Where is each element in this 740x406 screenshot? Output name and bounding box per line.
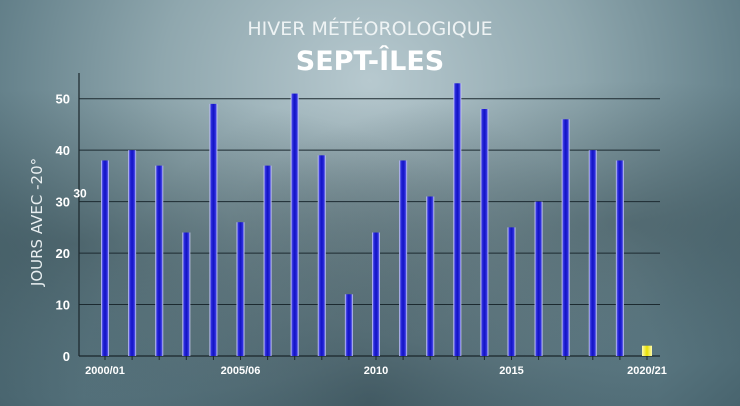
y-tick-labels: 0 10 20 30 40 50 (56, 92, 70, 364)
bar (615, 160, 624, 356)
x-tick-label: 2020/21 (627, 365, 667, 377)
bar (534, 201, 543, 356)
bar (101, 160, 109, 356)
x-tick-label: 2015 (499, 365, 523, 377)
grid-lines (79, 98, 660, 306)
bar (399, 160, 408, 356)
bar (155, 165, 164, 356)
bar (290, 93, 299, 356)
bar (317, 155, 326, 356)
y-tick-label: 30 (56, 195, 70, 210)
bar (182, 232, 191, 356)
bar (209, 103, 218, 356)
bar (236, 222, 245, 356)
y-tick-label: 40 (56, 143, 70, 158)
bar (344, 294, 353, 356)
y-tick-label: 20 (56, 246, 70, 261)
bar (426, 196, 435, 356)
axes (78, 73, 660, 360)
y-tick-label: 50 (56, 92, 70, 107)
chart-subtitle: SEPT-ÎLES (296, 45, 444, 77)
x-tick-label: 2010 (364, 365, 388, 377)
bar (507, 227, 516, 356)
x-tick-label: 2005/06 (221, 365, 261, 377)
bars (101, 83, 652, 357)
bar (561, 119, 570, 357)
y-axis-label: JOURS AVEC -20° (28, 158, 46, 287)
bar (372, 232, 380, 356)
x-tick-label: 2000/01 (85, 365, 125, 377)
bar (453, 83, 462, 357)
y-tick-label: 0 (63, 349, 70, 364)
chart-title: HIVER MÉTÉOROLOGIQUE (247, 17, 492, 40)
bar (588, 150, 597, 356)
bar (480, 109, 489, 356)
bar-current-season (642, 345, 652, 356)
bar (263, 165, 272, 356)
y-tick-label: 10 (56, 298, 70, 313)
bar (128, 150, 137, 356)
value-annotation: 30 (73, 187, 87, 201)
x-tick-labels: 2000/01 2005/06 2010 2015 2020/21 (85, 365, 667, 377)
